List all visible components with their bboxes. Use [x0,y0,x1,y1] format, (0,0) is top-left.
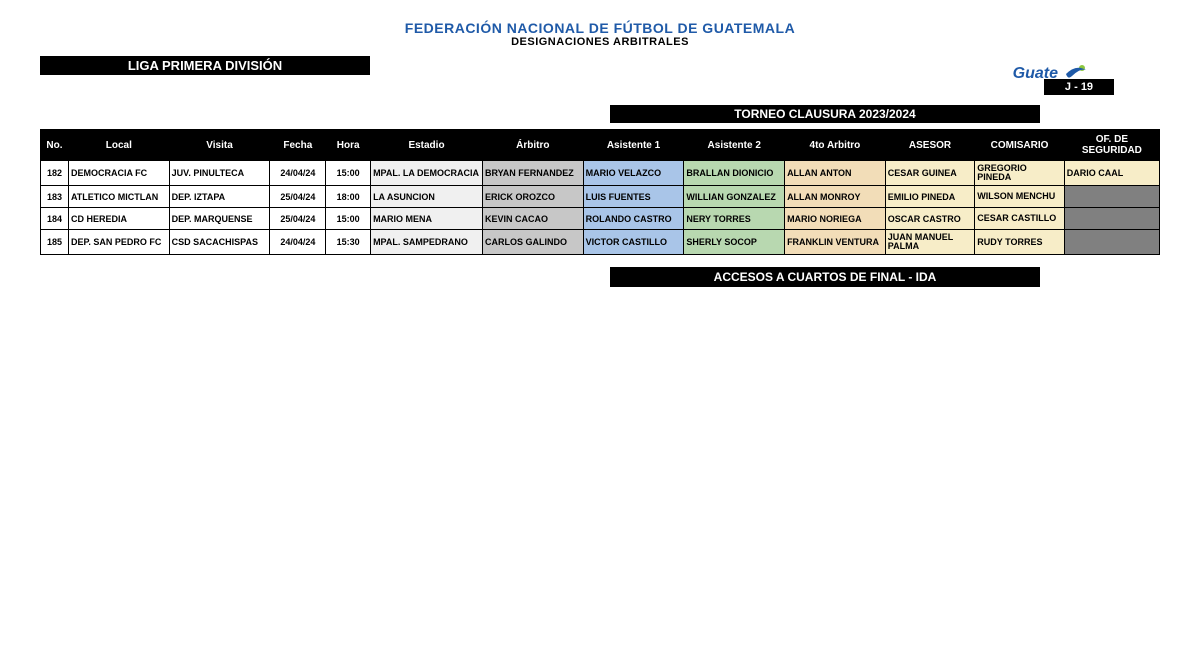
th-arbitro: Árbitro [482,130,583,161]
cell-local: ATLETICO MICTLAN [68,186,169,208]
logo: Guate [1013,60,1090,88]
cell-comisario: GREGORIO PINEDA [975,161,1065,186]
table-row: 185DEP. SAN PEDRO FCCSD SACACHISPAS24/04… [41,230,1160,255]
cell-cuarto-arbitro: FRANKLIN VENTURA [785,230,886,255]
table-row: 184CD HEREDIADEP. MARQUENSE25/04/2415:00… [41,208,1160,230]
th-seguridad: OF. DE SEGURIDAD [1064,130,1159,161]
th-asistente2: Asistente 2 [684,130,785,161]
cell-asesor: JUAN MANUEL PALMA [885,230,975,255]
th-estadio: Estadio [371,130,483,161]
cell-asistente2: NERY TORRES [684,208,785,230]
cell-asistente2: SHERLY SOCOP [684,230,785,255]
cell-no: 185 [41,230,69,255]
cell-fecha: 25/04/24 [270,186,326,208]
cell-local: DEP. SAN PEDRO FC [68,230,169,255]
table-header-row: No. Local Visita Fecha Hora Estadio Árbi… [41,130,1160,161]
cell-seguridad [1064,186,1159,208]
cell-asistente1: LUIS FUENTES [583,186,684,208]
cell-arbitro: KEVIN CACAO [482,208,583,230]
th-asistente1: Asistente 1 [583,130,684,161]
liga-bar: LIGA PRIMERA DIVISIÓN [40,56,370,75]
th-no: No. [41,130,69,161]
cell-hora: 15:00 [326,161,371,186]
th-hora: Hora [326,130,371,161]
cell-arbitro: CARLOS GALINDO [482,230,583,255]
cell-comisario: RUDY TORRES [975,230,1065,255]
cell-asistente1: ROLANDO CASTRO [583,208,684,230]
cell-cuarto-arbitro: MARIO NORIEGA [785,208,886,230]
cell-fecha: 24/04/24 [270,230,326,255]
cell-comisario: WILSON MENCHU [975,186,1065,208]
cell-no: 184 [41,208,69,230]
torneo-bar: TORNEO CLAUSURA 2023/2024 [610,105,1040,123]
cell-cuarto-arbitro: ALLAN ANTON [785,161,886,186]
th-visita: Visita [169,130,270,161]
cell-fecha: 24/04/24 [270,161,326,186]
cell-no: 182 [41,161,69,186]
cell-no: 183 [41,186,69,208]
cell-arbitro: ERICK OROZCO [482,186,583,208]
cell-local: DEMOCRACIA FC [68,161,169,186]
cell-estadio: MPAL. SAMPEDRANO [371,230,483,255]
cell-hora: 15:00 [326,208,371,230]
cell-visita: CSD SACACHISPAS [169,230,270,255]
cell-estadio: MARIO MENA [371,208,483,230]
cell-asesor: CESAR GUINEA [885,161,975,186]
th-local: Local [68,130,169,161]
federation-title: FEDERACIÓN NACIONAL DE FÚTBOL DE GUATEMA… [40,20,1160,36]
th-cuarto: 4to Arbitro [785,130,886,161]
cell-visita: DEP. MARQUENSE [169,208,270,230]
cell-comisario: CESAR CASTILLO [975,208,1065,230]
cell-estadio: LA ASUNCION [371,186,483,208]
cell-visita: JUV. PINULTECA [169,161,270,186]
cell-asistente1: MARIO VELAZCO [583,161,684,186]
table-row: 183ATLETICO MICTLANDEP. IZTAPA25/04/2418… [41,186,1160,208]
th-fecha: Fecha [270,130,326,161]
th-comisario: COMISARIO [975,130,1065,161]
cell-fecha: 25/04/24 [270,208,326,230]
cell-local: CD HEREDIA [68,208,169,230]
th-asesor: ASESOR [885,130,975,161]
designations-subtitle: DESIGNACIONES ARBITRALES [40,36,1160,48]
cell-arbitro: BRYAN FERNANDEZ [482,161,583,186]
assignments-table: No. Local Visita Fecha Hora Estadio Árbi… [40,129,1160,255]
cell-cuarto-arbitro: ALLAN MONROY [785,186,886,208]
cell-seguridad: DARIO CAAL [1064,161,1159,186]
cell-seguridad [1064,208,1159,230]
cell-asistente2: WILLIAN GONZALEZ [684,186,785,208]
acceso-bar: ACCESOS A CUARTOS DE FINAL - IDA [610,267,1040,287]
cell-estadio: MPAL. LA DEMOCRACIA [371,161,483,186]
table-row: 182DEMOCRACIA FCJUV. PINULTECA24/04/2415… [41,161,1160,186]
logo-text: Guate [1013,65,1058,83]
cell-asistente1: VICTOR CASTILLO [583,230,684,255]
logo-swoosh-icon [1062,60,1090,88]
cell-hora: 15:30 [326,230,371,255]
cell-asesor: EMILIO PINEDA [885,186,975,208]
cell-asesor: OSCAR CASTRO [885,208,975,230]
cell-hora: 18:00 [326,186,371,208]
cell-visita: DEP. IZTAPA [169,186,270,208]
cell-asistente2: BRALLAN DIONICIO [684,161,785,186]
cell-seguridad [1064,230,1159,255]
